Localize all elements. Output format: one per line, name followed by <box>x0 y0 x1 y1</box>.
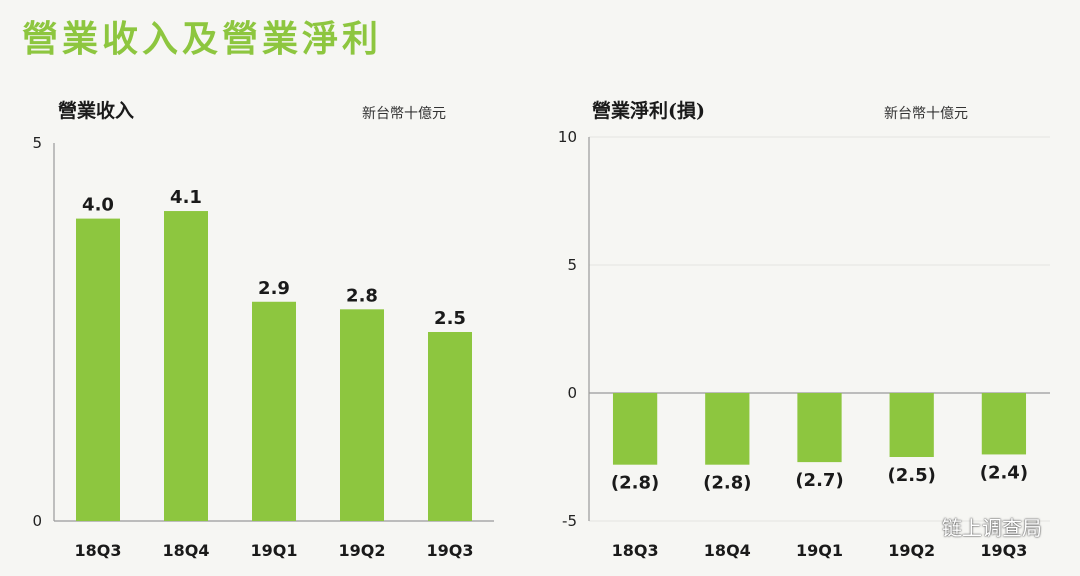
operating-income-unit-label: 新台幣十億元 <box>884 106 968 122</box>
data-label: 4.1 <box>170 187 202 208</box>
revenue-chart-title: 營業收入 <box>58 99 134 122</box>
page-title: 營業收入及營業淨利 <box>22 18 383 60</box>
data-label: (2.4) <box>980 462 1028 483</box>
x-tick-label: 18Q3 <box>75 541 122 560</box>
revenue-unit-label: 新台幣十億元 <box>362 106 446 122</box>
bar-18q3 <box>612 393 658 465</box>
data-label: (2.8) <box>611 473 659 494</box>
bar-18q4 <box>705 393 750 465</box>
y-tick-label: 5 <box>567 256 577 274</box>
bar-19q2 <box>340 309 384 521</box>
data-label: 2.9 <box>258 278 290 299</box>
bar-19q3 <box>428 332 472 521</box>
watermark: 链上调查局 <box>942 516 1042 540</box>
x-tick-label: 18Q4 <box>163 541 210 560</box>
data-label: (2.8) <box>703 473 751 494</box>
x-tick-label: 19Q2 <box>888 541 935 560</box>
bar-19q3 <box>981 393 1027 455</box>
bar-19q2 <box>889 393 934 457</box>
x-tick-label: 19Q3 <box>980 541 1027 560</box>
data-label: 2.8 <box>346 285 378 306</box>
data-label: (2.7) <box>795 470 843 491</box>
y-tick-label: 0 <box>567 384 577 402</box>
bar-19q1 <box>252 301 296 521</box>
bar-19q1 <box>797 393 842 463</box>
operating-income-chart-title: 營業淨利(損) <box>592 99 705 122</box>
x-tick-label: 19Q2 <box>339 541 386 560</box>
y-tick-label: 5 <box>32 134 42 152</box>
y-tick-label: 0 <box>32 512 42 530</box>
data-label: (2.5) <box>888 465 936 486</box>
x-tick-label: 19Q1 <box>251 541 298 560</box>
x-tick-label: 19Q3 <box>427 541 474 560</box>
y-tick-label: 10 <box>558 128 577 146</box>
bar-18q4 <box>164 211 208 522</box>
revenue-chart: 營業收入 新台幣十億元 0 5 4.0 18Q3 4.1 18Q4 2.9 19Q1 2.8 19… <box>32 99 494 560</box>
x-tick-label: 19Q1 <box>796 541 843 560</box>
bar-18q3 <box>76 218 120 521</box>
x-tick-label: 18Q4 <box>704 541 751 560</box>
data-label: 4.0 <box>82 195 114 216</box>
x-tick-label: 18Q3 <box>612 541 659 560</box>
y-tick-label: -5 <box>562 512 577 530</box>
data-label: 2.5 <box>434 308 466 329</box>
